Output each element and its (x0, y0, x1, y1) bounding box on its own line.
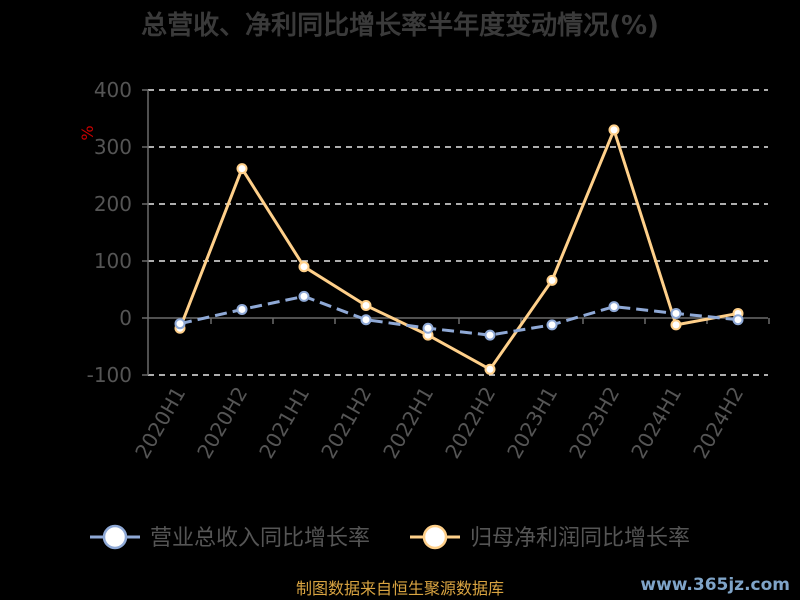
y-tick-label: 100 (94, 249, 132, 273)
y-tick-label: 0 (119, 306, 132, 330)
data-point (174, 318, 186, 330)
series-line-1 (178, 128, 739, 371)
data-point (236, 163, 248, 175)
data-point (608, 124, 620, 136)
x-tick-label: 2021H1 (254, 383, 314, 463)
data-point (484, 329, 496, 341)
x-tick-label: 2022H1 (378, 383, 438, 463)
data-point (670, 319, 682, 331)
data-point (670, 307, 682, 319)
data-point (298, 290, 310, 302)
data-point (422, 322, 434, 334)
data-point (360, 299, 372, 311)
axes: -100 0 100 200 300 400 2020H1 2020H2 2021H1 2021H… (87, 78, 770, 463)
x-tick-label: 2020H2 (192, 383, 252, 463)
data-point (484, 363, 496, 375)
x-tick-label: 2023H1 (502, 383, 562, 463)
data-point (236, 303, 248, 315)
data-point (546, 319, 558, 331)
series-line-0 (179, 294, 739, 337)
watermark: www.365jz.com (640, 575, 790, 595)
chart-title: 总营收、净利同比增长率半年度变动情况(%) (141, 10, 659, 41)
y-tick-label: -100 (87, 363, 132, 387)
data-point (298, 261, 310, 273)
x-tick-label: 2021H2 (316, 383, 376, 463)
legend-label: 营业总收入同比增长率 (150, 526, 370, 551)
data-point (546, 274, 558, 286)
x-tick-label: 2022H2 (440, 383, 500, 463)
legend-marker (102, 524, 128, 550)
legend-marker (422, 524, 448, 550)
legend-label: 归母净利润同比增长率 (470, 526, 690, 551)
series-lines (174, 124, 744, 375)
x-tick-label: 2023H2 (564, 383, 624, 463)
data-point (732, 314, 744, 326)
data-point (360, 314, 372, 326)
y-axis-unit-label: % (78, 125, 97, 140)
y-tick-label: 300 (94, 135, 132, 159)
x-tick-label: 2020H1 (130, 383, 190, 463)
data-point (608, 301, 620, 313)
x-tick-label: 2024H1 (626, 383, 686, 463)
y-tick-label: 200 (94, 192, 132, 216)
legend: 营业总收入同比增长率 归母净利润同比增长率 (90, 524, 690, 551)
y-tick-label: 400 (94, 78, 132, 102)
x-tick-label: 2024H2 (688, 383, 748, 463)
gridlines (148, 89, 768, 376)
source-note: 制图数据来自恒生聚源数据库 (296, 579, 504, 598)
